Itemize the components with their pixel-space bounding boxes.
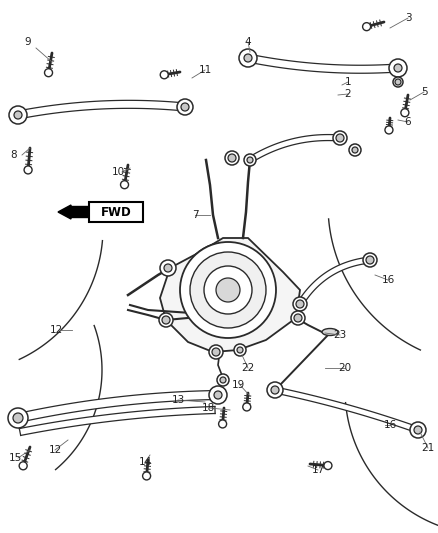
Circle shape (294, 314, 302, 322)
Circle shape (177, 99, 193, 115)
Ellipse shape (322, 328, 338, 335)
Circle shape (349, 144, 361, 156)
Circle shape (291, 311, 305, 325)
Circle shape (216, 278, 240, 302)
Circle shape (244, 154, 256, 166)
Circle shape (14, 111, 22, 119)
FancyBboxPatch shape (89, 202, 143, 222)
Circle shape (267, 382, 283, 398)
Circle shape (228, 154, 236, 162)
Text: 4: 4 (245, 37, 251, 47)
Circle shape (363, 253, 377, 267)
Polygon shape (274, 387, 419, 433)
Circle shape (216, 278, 240, 302)
Circle shape (247, 157, 253, 163)
Text: 16: 16 (383, 420, 397, 430)
Text: 20: 20 (339, 363, 352, 373)
Circle shape (336, 134, 344, 142)
Circle shape (181, 103, 189, 111)
Circle shape (243, 403, 251, 411)
Text: 2: 2 (345, 89, 351, 99)
Circle shape (385, 126, 393, 134)
Text: 21: 21 (421, 443, 434, 453)
Circle shape (204, 266, 252, 314)
Circle shape (225, 151, 239, 165)
Text: 22: 22 (241, 363, 254, 373)
Text: 16: 16 (381, 275, 395, 285)
Text: 3: 3 (405, 13, 411, 23)
Circle shape (219, 420, 226, 428)
Circle shape (352, 147, 358, 153)
Circle shape (190, 252, 266, 328)
Circle shape (209, 345, 223, 359)
Circle shape (395, 79, 401, 85)
Circle shape (217, 374, 229, 386)
Text: 9: 9 (25, 37, 31, 47)
Circle shape (296, 300, 304, 308)
Circle shape (162, 316, 170, 324)
Circle shape (293, 297, 307, 311)
Circle shape (190, 252, 266, 328)
Circle shape (271, 386, 279, 394)
Text: 1: 1 (345, 77, 351, 87)
Text: 8: 8 (11, 150, 18, 160)
Circle shape (234, 344, 246, 356)
Polygon shape (297, 257, 371, 305)
Text: 10: 10 (111, 167, 124, 177)
Circle shape (209, 386, 227, 404)
Text: 19: 19 (231, 380, 245, 390)
Circle shape (401, 109, 409, 117)
Polygon shape (17, 100, 185, 119)
Circle shape (8, 408, 28, 428)
Circle shape (366, 256, 374, 264)
Circle shape (19, 462, 27, 470)
Circle shape (333, 131, 347, 145)
Circle shape (212, 348, 220, 356)
Circle shape (324, 462, 332, 470)
Circle shape (24, 166, 32, 174)
Polygon shape (19, 407, 215, 435)
Circle shape (220, 377, 226, 383)
Circle shape (159, 313, 173, 327)
Circle shape (394, 64, 402, 72)
Text: 7: 7 (192, 210, 198, 220)
Text: 17: 17 (311, 465, 325, 475)
Polygon shape (247, 54, 398, 73)
Circle shape (237, 347, 243, 353)
Circle shape (414, 426, 422, 434)
Text: 12: 12 (48, 445, 62, 455)
Polygon shape (248, 134, 340, 163)
FancyArrow shape (58, 205, 88, 219)
Text: 13: 13 (171, 395, 185, 405)
Circle shape (389, 59, 407, 77)
Text: 6: 6 (405, 117, 411, 127)
Circle shape (13, 413, 23, 423)
Text: FWD: FWD (101, 206, 131, 219)
Circle shape (363, 23, 371, 31)
Text: 11: 11 (198, 65, 212, 75)
Circle shape (180, 242, 276, 338)
Circle shape (160, 71, 168, 79)
Text: 14: 14 (138, 457, 152, 467)
Circle shape (393, 77, 403, 87)
Circle shape (120, 181, 128, 189)
Circle shape (244, 54, 252, 62)
Circle shape (143, 472, 151, 480)
Circle shape (9, 106, 27, 124)
Circle shape (160, 260, 176, 276)
Circle shape (45, 69, 53, 77)
Text: 23: 23 (333, 330, 346, 340)
Text: 5: 5 (420, 87, 427, 97)
Text: 12: 12 (49, 325, 63, 335)
Circle shape (410, 422, 426, 438)
Circle shape (204, 266, 252, 314)
Text: 15: 15 (8, 453, 21, 463)
Text: 18: 18 (201, 403, 215, 413)
Circle shape (164, 264, 172, 272)
Circle shape (239, 49, 257, 67)
Polygon shape (17, 391, 218, 422)
Circle shape (180, 242, 276, 338)
Polygon shape (160, 238, 300, 352)
Circle shape (214, 391, 222, 399)
